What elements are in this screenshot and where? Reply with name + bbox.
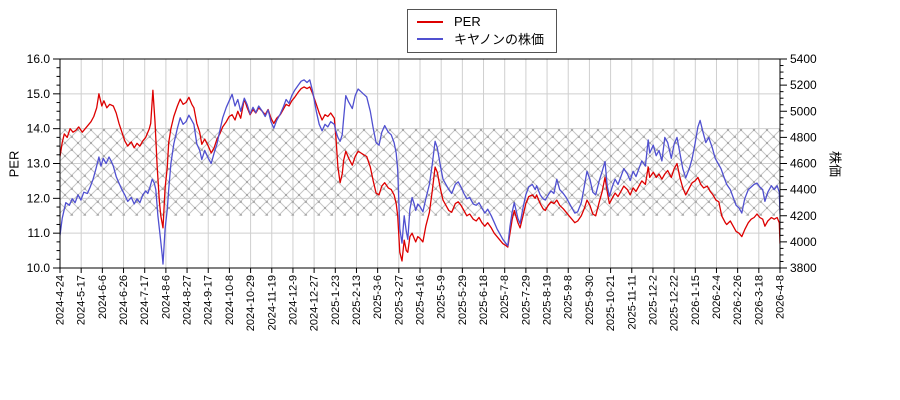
- x-tick-label: 2024-5-17: [76, 275, 88, 325]
- left-tick-label: 11.0: [28, 226, 51, 240]
- x-tick-label: 2024-6-6: [97, 275, 109, 319]
- x-tick-label: 2025-10-21: [605, 275, 617, 331]
- x-tick-label: 2025-12-2: [647, 275, 659, 325]
- x-tick-label: 2025-1-23: [330, 275, 342, 325]
- right-tick-label: 3800: [790, 261, 817, 275]
- left-tick-label: 10.0: [27, 261, 51, 275]
- left-tick-label: 14.0: [27, 122, 51, 136]
- x-tick-label: 2024-10-29: [245, 275, 257, 331]
- x-tick-label: 2024-7-17: [139, 275, 151, 325]
- x-tick-label: 2024-11-19: [266, 275, 278, 330]
- x-tick-label: 2025-3-27: [393, 275, 405, 325]
- x-tick-label: 2025-6-18: [478, 275, 490, 325]
- x-tick-label: 2024-12-9: [287, 275, 299, 325]
- per-series-line: [60, 86, 780, 262]
- x-tick-label: 2025-8-19: [542, 275, 554, 325]
- stock-price-series-line: [60, 79, 780, 265]
- x-tick-label: 2025-7-8: [499, 275, 511, 319]
- right-tick-label: 4600: [790, 157, 817, 171]
- x-tick-label: 2026-2-4: [711, 275, 723, 319]
- x-tick-label: 2025-11-11: [626, 275, 638, 330]
- x-tick-label: 2025-4-16: [415, 275, 427, 325]
- valuation-band: [60, 128, 780, 216]
- right-tick-label: 5200: [790, 78, 817, 92]
- x-tick-label: 2025-9-8: [563, 275, 575, 319]
- x-tick-label: 2026-3-18: [753, 275, 765, 325]
- axis-ticks: [53, 58, 787, 273]
- x-tick-label: 2025-5-9: [436, 275, 448, 319]
- legend-label-stock-price: キヤノンの株価: [454, 32, 544, 47]
- per-line-swatch: [417, 20, 443, 23]
- x-tick-label: 2024-10-8: [224, 275, 236, 325]
- axis-tick-labels: 2024-4-24 2024-5-17 2024-6-6 2024-6-26 2024-…: [27, 52, 817, 331]
- left-tick-label: 12.0: [27, 191, 51, 205]
- x-tick-label: 2025-7-29: [520, 275, 532, 325]
- legend-item-stock-price: キヤノンの株価: [417, 30, 544, 47]
- right-tick-label: 5000: [790, 104, 817, 118]
- left-tick-label: 15.0: [27, 87, 51, 101]
- right-tick-label: 5400: [790, 52, 817, 66]
- x-tick-label: 2024-8-6: [160, 275, 172, 319]
- right-axis-title: 株価: [827, 150, 843, 178]
- x-tick-label: 2025-3-6: [372, 275, 384, 319]
- right-tick-label: 4800: [790, 130, 817, 144]
- x-tick-label: 2024-6-26: [118, 275, 130, 325]
- left-tick-label: 13.0: [27, 157, 51, 171]
- x-tick-label: 2024-4-24: [55, 275, 67, 325]
- stock-price-line-swatch: [417, 37, 443, 40]
- x-tick-label: 2024-12-27: [309, 275, 321, 331]
- legend: PER キヤノンの株価: [407, 9, 557, 53]
- right-tick-label: 4000: [790, 235, 817, 249]
- x-tick-label: 2024-9-17: [203, 275, 215, 325]
- right-tick-label: 4400: [790, 183, 817, 197]
- left-tick-label: 16.0: [27, 52, 51, 66]
- left-axis-title: PER: [6, 150, 22, 178]
- x-tick-label: 2024-8-27: [182, 275, 194, 325]
- legend-item-per: PER: [417, 13, 544, 30]
- x-tick-label: 2026-2-26: [732, 275, 744, 325]
- x-tick-label: 2025-9-30: [584, 275, 596, 325]
- x-tick-label: 2026-4-8: [775, 275, 787, 319]
- legend-label-per: PER: [454, 14, 481, 29]
- x-tick-label: 2025-2-13: [351, 275, 363, 325]
- x-tick-label: 2025-12-22: [669, 275, 681, 331]
- x-tick-label: 2026-1-15: [690, 275, 702, 325]
- right-tick-label: 4200: [790, 209, 817, 223]
- x-tick-label: 2025-5-29: [457, 275, 469, 325]
